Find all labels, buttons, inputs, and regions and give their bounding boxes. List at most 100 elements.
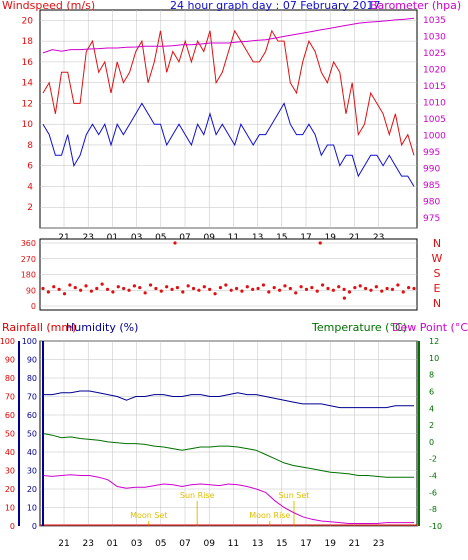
temperature-tick-label: 0 <box>429 438 434 447</box>
hour-tick-label: 07 <box>179 539 190 549</box>
humidity-tick-label: 40 <box>27 448 37 457</box>
hour-tick-label: 03 <box>131 539 142 549</box>
hour-tick-label: 19 <box>324 233 336 243</box>
hour-tick-label: 23 <box>373 539 384 549</box>
direction-point <box>116 285 120 289</box>
hour-tick-label: 21 <box>349 539 360 549</box>
humidity-axis-ticks: 0 10 20 30 40 50 60 70 80 90 100 <box>22 337 37 531</box>
direction-point <box>396 283 400 287</box>
windspeed-tick-label: 6 <box>27 162 33 172</box>
direction-point <box>342 287 346 291</box>
annotation-label: Sun Set <box>279 491 310 500</box>
hour-tick-label: 05 <box>155 233 166 243</box>
chart-title: 24 hour graph day : 07 February 2017 <box>170 0 381 12</box>
rainfall-tick-label: 10 <box>5 504 15 513</box>
direction-point <box>165 285 169 289</box>
direction-point <box>84 284 88 288</box>
direction-point <box>390 287 395 291</box>
direction-point <box>105 287 110 291</box>
direction-axis-ticks: 0 90 180 270 360 <box>21 239 36 311</box>
direction-series <box>41 241 416 300</box>
direction-point <box>407 286 411 290</box>
temperature-tick-label: -8 <box>429 505 437 514</box>
dewpoint-axis-label: Dew Point (°C) <box>392 321 468 334</box>
direction-point <box>202 285 206 289</box>
barometer-tick-label: 975 <box>423 214 440 224</box>
temperature-grid <box>40 340 417 527</box>
temperature-tick-label: 10 <box>429 354 439 363</box>
direction-point <box>380 289 384 293</box>
hour-tick-label: 01 <box>107 539 118 549</box>
hour-tick-label: 15 <box>276 539 287 549</box>
direction-tick-label: 270 <box>21 255 36 264</box>
direction-point <box>175 286 180 290</box>
direction-point <box>374 285 378 289</box>
temperature-tick-label: -2 <box>429 455 437 464</box>
compass-letter: N <box>433 297 441 310</box>
humidity-tick-label: 100 <box>22 337 37 346</box>
barometer-tick-label: 1010 <box>423 98 446 108</box>
direction-point <box>138 286 142 290</box>
temperature-axis-label: Temperature (°C) <box>311 321 407 334</box>
hour-tick-label: 13 <box>252 539 263 549</box>
barometer-tick-label: 990 <box>423 165 440 175</box>
direction-point <box>154 286 158 291</box>
hour-tick-label: 21 <box>349 233 360 243</box>
annotation-label: Moon Set <box>130 511 167 520</box>
direction-point <box>234 286 239 291</box>
windspeed-tick-label: 10 <box>22 120 34 130</box>
hour-tick-label: 01 <box>107 233 118 243</box>
direction-tick-label: 90 <box>26 286 36 295</box>
direction-point <box>369 288 373 292</box>
humidity-tick-label: 50 <box>27 430 37 439</box>
wind-barometer-series <box>42 17 415 187</box>
direction-point <box>46 290 50 294</box>
rainfall-tick-label: 60 <box>5 411 15 420</box>
direction-point <box>347 290 352 294</box>
direction-point <box>364 286 368 291</box>
humidity-axis-label: Humidity (%) <box>66 321 138 334</box>
direction-point <box>41 286 45 291</box>
direction-point <box>127 288 131 292</box>
rainfall-tick-label: 50 <box>5 430 15 439</box>
direction-point <box>186 284 190 288</box>
direction-point <box>304 287 309 291</box>
gust-line <box>42 29 415 156</box>
hour-tick-label: 11 <box>228 539 239 549</box>
windspeed-axis-ticks: 2 4 6 8 10 12 14 16 18 20 <box>22 16 34 213</box>
direction-point <box>148 283 153 287</box>
direction-point <box>52 285 56 289</box>
barometer-tick-label: 1030 <box>423 32 446 42</box>
direction-point <box>251 287 255 291</box>
temperature-line <box>42 433 414 478</box>
direction-outlier-point <box>318 241 322 245</box>
direction-point <box>191 286 196 291</box>
windspeed-tick-label: 12 <box>22 99 33 109</box>
direction-point <box>401 290 405 294</box>
direction-point <box>294 291 298 295</box>
direction-point <box>79 288 83 292</box>
barometer-tick-label: 985 <box>423 181 440 191</box>
direction-point <box>132 284 137 288</box>
direction-point <box>218 286 223 290</box>
windspeed-tick-label: 8 <box>27 141 33 151</box>
rainfall-axis-label: Rainfall (mm) <box>2 321 76 334</box>
windspeed-tick-label: 16 <box>22 58 34 68</box>
barometer-tick-label: 1020 <box>423 65 446 75</box>
hour-axis-ticks-1: 21 23 01 03 05 07 09 11 13 15 17 19 21 23 <box>58 233 384 243</box>
direction-point <box>170 287 174 291</box>
hour-tick-label: 15 <box>276 233 287 243</box>
humidity-tick-label: 0 <box>32 522 37 531</box>
hour-tick-label: 13 <box>252 233 263 243</box>
direction-point <box>358 284 362 288</box>
temperature-tick-label: 4 <box>429 404 434 413</box>
direction-outlier-point <box>173 241 177 245</box>
rainfall-tick-label: 0 <box>10 522 15 531</box>
windspeed-tick-label: 14 <box>22 79 34 89</box>
direction-point <box>331 288 335 292</box>
temperature-tick-label: 6 <box>429 387 434 396</box>
direction-point <box>337 285 341 289</box>
hour-tick-label: 23 <box>82 539 93 549</box>
direction-tick-label: 360 <box>21 239 36 248</box>
direction-point <box>267 290 271 294</box>
